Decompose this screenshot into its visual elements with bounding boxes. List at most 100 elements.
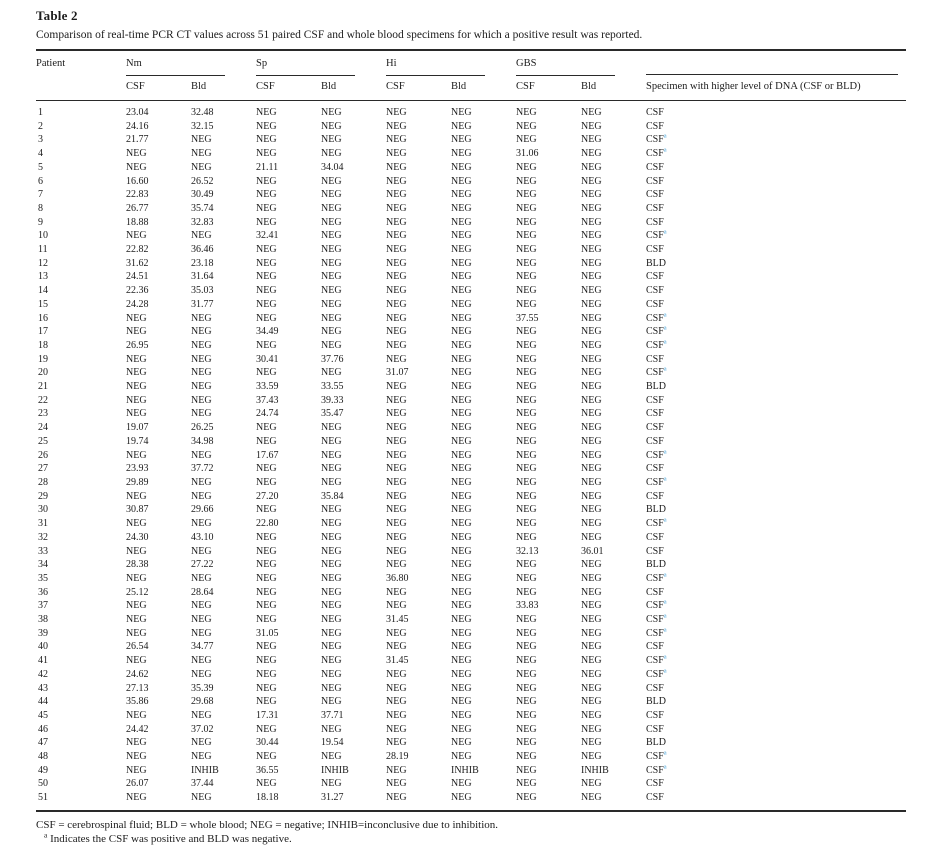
column-header-higher-specimen: Specimen with higher level of DNA (CSF o… xyxy=(646,50,906,101)
table-row: 15 24.28 31.77 NEG NEG NEG NEG NEG NEG CSF xyxy=(36,298,906,312)
ct-value-cell: 22.83 xyxy=(126,189,149,201)
ct-value-cell: NEG xyxy=(386,202,407,214)
ct-value-cell: NEG xyxy=(386,381,407,393)
table-row: 47 NEG NEG 30.44 19.54 NEG NEG NEG NEG BLD xyxy=(36,736,906,750)
ct-value-cell: 24.74 xyxy=(256,408,279,420)
ct-value-cell: NEG xyxy=(321,244,342,256)
ct-value-cell: 33.55 xyxy=(321,381,344,393)
ct-value-cell: NEG xyxy=(516,216,537,228)
ct-value-cell: INHIB xyxy=(191,764,219,776)
ct-value-cell: NEG xyxy=(451,504,472,516)
ct-value-cell: NEG xyxy=(126,312,147,324)
ct-value-cell: 24.51 xyxy=(126,271,149,283)
ct-value-cell: NEG xyxy=(581,435,602,447)
ct-value-cell: NEG xyxy=(581,216,602,228)
ct-value-cell: NEG xyxy=(516,518,537,530)
table-row: 14 22.36 35.03 NEG NEG NEG NEG NEG NEG CSF xyxy=(36,284,906,298)
ct-value-cell: NEG xyxy=(191,668,212,680)
ct-value-cell: 27.13 xyxy=(126,682,149,694)
table-row: 10 NEG NEG 32.41 NEG NEG NEG NEG NEG CSFa xyxy=(36,229,906,243)
ct-value-cell: NEG xyxy=(126,572,147,584)
ct-value-cell: NEG xyxy=(451,422,472,434)
ct-value-cell: 35.86 xyxy=(126,696,149,708)
ct-value-cell: NEG xyxy=(126,737,147,749)
ct-value-cell: NEG xyxy=(386,518,407,530)
ct-value-cell: NEG xyxy=(191,614,212,626)
higher-specimen-cell: CSFa xyxy=(646,311,667,324)
ct-value-cell: NEG xyxy=(386,189,407,201)
ct-value-cell: NEG xyxy=(386,682,407,694)
ct-value-cell: NEG xyxy=(321,572,342,584)
patient-cell: 25 xyxy=(38,435,48,447)
higher-specimen-cell: CSFa xyxy=(646,229,667,242)
ct-value-cell: NEG xyxy=(321,339,342,351)
higher-specimen-cell: CSF xyxy=(646,408,664,420)
table-row: 43 27.13 35.39 NEG NEG NEG NEG NEG NEG CSF xyxy=(36,682,906,696)
table-row: 16 NEG NEG NEG NEG NEG NEG 37.55 NEG CSFa xyxy=(36,312,906,326)
ct-value-cell: NEG xyxy=(321,120,342,132)
ct-value-cell: 37.43 xyxy=(256,394,279,406)
table-row: 12 31.62 23.18 NEG NEG NEG NEG NEG NEG BLD xyxy=(36,257,906,271)
table-row: 33 NEG NEG NEG NEG NEG NEG 32.13 36.01 CSF xyxy=(36,545,906,559)
ct-value-cell: 29.89 xyxy=(126,476,149,488)
pcr-ct-values-table: Patient Nm Sp Hi GBS Specimen with highe… xyxy=(36,49,906,812)
ct-value-cell: NEG xyxy=(126,381,147,393)
ct-value-cell: NEG xyxy=(256,545,277,557)
footnote-a-marker: a xyxy=(663,613,667,620)
ct-value-cell: NEG xyxy=(126,709,147,721)
ct-value-cell: 34.98 xyxy=(191,435,214,447)
ct-value-cell: NEG xyxy=(256,134,277,146)
patient-cell: 4 xyxy=(38,148,43,160)
ct-value-cell: NEG xyxy=(321,504,342,516)
ct-value-cell: NEG xyxy=(321,696,342,708)
ct-value-cell: NEG xyxy=(191,353,212,365)
ct-value-cell: NEG xyxy=(256,285,277,297)
group-label-sp: Sp xyxy=(256,58,355,76)
higher-specimen-cell: CSF xyxy=(646,107,664,118)
higher-specimen-cell: CSF xyxy=(646,189,664,201)
ct-value-cell: 31.27 xyxy=(321,792,344,804)
higher-specimen-cell: CSFa xyxy=(646,599,667,612)
ct-value-cell: NEG xyxy=(581,476,602,488)
ct-value-cell: NEG xyxy=(451,134,472,146)
ct-value-cell: NEG xyxy=(451,449,472,461)
higher-specimen-cell: CSF xyxy=(646,216,664,228)
ct-value-cell: NEG xyxy=(451,531,472,543)
higher-specimen-cell: CSF xyxy=(646,120,664,132)
ct-value-cell: NEG xyxy=(451,257,472,269)
table-row: 34 28.38 27.22 NEG NEG NEG NEG NEG NEG BLD xyxy=(36,558,906,572)
ct-value-cell: NEG xyxy=(581,148,602,160)
table-row: 2 24.16 32.15 NEG NEG NEG NEG NEG NEG CSF xyxy=(36,120,906,134)
ct-value-cell: 32.48 xyxy=(191,107,214,118)
higher-specimen-cell: CSF xyxy=(646,271,664,283)
ct-value-cell: NEG xyxy=(321,285,342,297)
ct-value-cell: NEG xyxy=(581,326,602,338)
ct-value-cell: NEG xyxy=(386,326,407,338)
ct-value-cell: NEG xyxy=(321,518,342,530)
ct-value-cell: NEG xyxy=(256,189,277,201)
higher-specimen-cell: CSF xyxy=(646,463,664,475)
higher-specimen-cell: BLD xyxy=(646,381,666,393)
ct-value-cell: NEG xyxy=(191,518,212,530)
ct-value-cell: NEG xyxy=(581,189,602,201)
ct-value-cell: 37.71 xyxy=(321,709,344,721)
ct-value-cell: NEG xyxy=(581,490,602,502)
ct-value-cell: NEG xyxy=(581,367,602,379)
ct-value-cell: 31.45 xyxy=(386,655,409,667)
ct-value-cell: NEG xyxy=(386,559,407,571)
table-row: 35 NEG NEG NEG NEG 36.80 NEG NEG NEG CSFa xyxy=(36,572,906,586)
higher-specimen-cell: CSF xyxy=(646,285,664,297)
ct-value-cell: NEG xyxy=(516,134,537,146)
ct-value-cell: NEG xyxy=(321,614,342,626)
ct-value-cell: NEG xyxy=(256,271,277,283)
ct-value-cell: NEG xyxy=(451,778,472,790)
table-row: 40 26.54 34.77 NEG NEG NEG NEG NEG NEG CSF xyxy=(36,640,906,654)
subheader-nm-csf: CSF xyxy=(126,76,191,101)
ct-value-cell: 21.11 xyxy=(256,161,279,173)
ct-value-cell: NEG xyxy=(451,216,472,228)
ct-value-cell: NEG xyxy=(126,490,147,502)
patient-cell: 20 xyxy=(38,367,48,379)
ct-value-cell: NEG xyxy=(386,148,407,160)
ct-value-cell: NEG xyxy=(321,107,342,118)
table-row: 51 NEG NEG 18.18 31.27 NEG NEG NEG NEG CSF xyxy=(36,791,906,811)
